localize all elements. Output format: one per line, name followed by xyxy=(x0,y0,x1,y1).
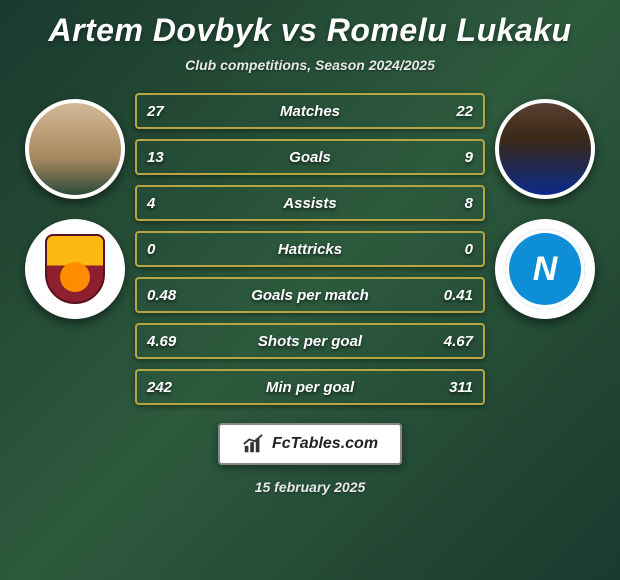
stats-column: 27Matches2213Goals94Assists80Hattricks00… xyxy=(135,93,485,405)
stat-label: Goals xyxy=(289,149,331,166)
napoli-circle-icon: N xyxy=(505,229,585,309)
roma-shield-icon xyxy=(45,234,105,304)
stat-label: Shots per goal xyxy=(258,333,362,350)
page-title: Artem Dovbyk vs Romelu Lukaku xyxy=(48,12,571,49)
stat-right-value: 9 xyxy=(431,149,473,166)
player1-club-logo xyxy=(25,219,125,319)
stat-row: 0.48 Goals per match 0.41 xyxy=(135,277,485,313)
stat-row: 13 Goals 9 xyxy=(135,139,485,175)
player2-avatar xyxy=(495,99,595,199)
stat-row: 27 Matches 22 xyxy=(135,93,485,129)
stat-row: 4 Assists 8 xyxy=(135,185,485,221)
stat-right-value: 0.41 xyxy=(431,287,473,304)
player1-avatar xyxy=(25,99,125,199)
player2-club-logo: N xyxy=(495,219,595,319)
stat-label: Min per goal xyxy=(266,379,354,396)
stat-right-value: 8 xyxy=(431,195,473,212)
stat-left-value: 4.69 xyxy=(147,333,189,350)
stat-left-value: 27 xyxy=(147,103,189,120)
stat-left-value: 0 xyxy=(147,241,189,258)
stat-label: Assists xyxy=(283,195,336,212)
main-area: 27Matches2213Goals94Assists80Hattricks00… xyxy=(8,93,612,405)
stat-right-value: 311 xyxy=(431,379,473,396)
stat-row: 4.69 Shots per goal 4.67 xyxy=(135,323,485,359)
stat-label: Matches xyxy=(280,103,340,120)
stat-row: 242 Min per goal 311 xyxy=(135,369,485,405)
chart-icon xyxy=(242,433,264,455)
stat-right-value: 22 xyxy=(431,103,473,120)
comparison-card: Artem Dovbyk vs Romelu Lukaku Club compe… xyxy=(0,0,620,580)
stat-left-value: 4 xyxy=(147,195,189,212)
stat-left-value: 13 xyxy=(147,149,189,166)
subtitle: Club competitions, Season 2024/2025 xyxy=(185,57,435,73)
stat-label: Hattricks xyxy=(278,241,342,258)
badge-text: FcTables.com xyxy=(272,435,378,453)
stat-right-value: 4.67 xyxy=(431,333,473,350)
stat-left-value: 0.48 xyxy=(147,287,189,304)
left-column xyxy=(25,93,125,319)
right-column: N xyxy=(495,93,595,319)
source-badge: FcTables.com xyxy=(218,423,402,465)
stat-right-value: 0 xyxy=(431,241,473,258)
footer: FcTables.com 15 february 2025 xyxy=(218,423,402,495)
date-label: 15 february 2025 xyxy=(255,479,366,495)
stat-row: 0 Hattricks 0 xyxy=(135,231,485,267)
stat-left-value: 242 xyxy=(147,379,189,396)
stat-label: Goals per match xyxy=(251,287,369,304)
